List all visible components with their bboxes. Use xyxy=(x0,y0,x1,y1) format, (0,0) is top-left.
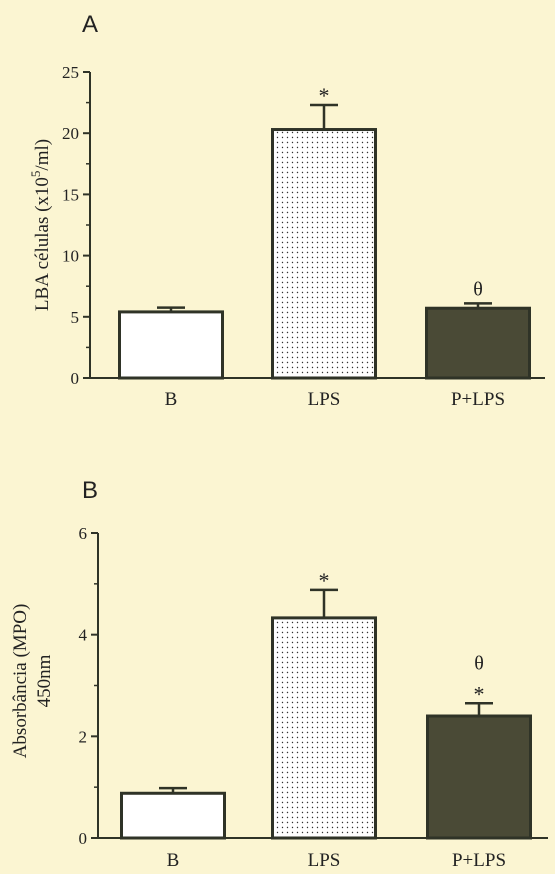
y-tick-label: 6 xyxy=(79,524,88,543)
panel-letter: A xyxy=(82,11,98,38)
x-category-label: B xyxy=(165,389,178,410)
significance-theta: θ xyxy=(473,278,483,300)
panel-b: B 0 2 4 6 Absorbância (MPO) 450nm B LPS * P+LPS θ * xyxy=(10,477,548,871)
y-tick-label: 15 xyxy=(62,185,79,204)
significance-star: * xyxy=(319,568,330,593)
bar-p-lps xyxy=(425,306,531,380)
significance-star: * xyxy=(474,681,485,706)
y-tick-label: 4 xyxy=(79,626,88,645)
y-tick-label: 25 xyxy=(62,63,79,82)
y-axis-label-text: LBA células (x10 xyxy=(32,177,53,311)
y-tick-label: 2 xyxy=(79,727,88,746)
y-tick-label: 20 xyxy=(62,124,79,143)
x-category-label: P+LPS xyxy=(452,850,506,871)
x-category-label: B xyxy=(167,850,180,871)
significance-theta: θ xyxy=(474,652,484,674)
y-axis-label-tail: /ml) xyxy=(32,139,53,171)
y-axis-label: Absorbância (MPO) 450nm xyxy=(10,604,55,759)
bar-b xyxy=(120,791,226,840)
y-axis-label: LBA células (x105/ml) xyxy=(28,139,53,311)
bar-lps xyxy=(271,616,377,840)
panel-letter: B xyxy=(82,477,98,504)
y-tick-label: 5 xyxy=(71,308,80,327)
bar-b xyxy=(118,310,224,380)
y-axis-label-line-2: 450nm xyxy=(34,654,55,707)
bar-p-lps xyxy=(426,714,532,840)
x-category-label: LPS xyxy=(308,389,341,410)
y-axis-label-line-1: Absorbância (MPO) xyxy=(10,604,31,759)
y-tick-label: 10 xyxy=(62,247,79,266)
x-category-label: LPS xyxy=(308,850,341,871)
bar-lps xyxy=(271,128,377,380)
x-category-label: P+LPS xyxy=(451,389,505,410)
y-axis-label-superscript: 5 xyxy=(28,171,43,178)
y-tick-label: 0 xyxy=(79,829,88,848)
significance-star: * xyxy=(319,83,330,108)
y-tick-label: 0 xyxy=(71,369,80,388)
